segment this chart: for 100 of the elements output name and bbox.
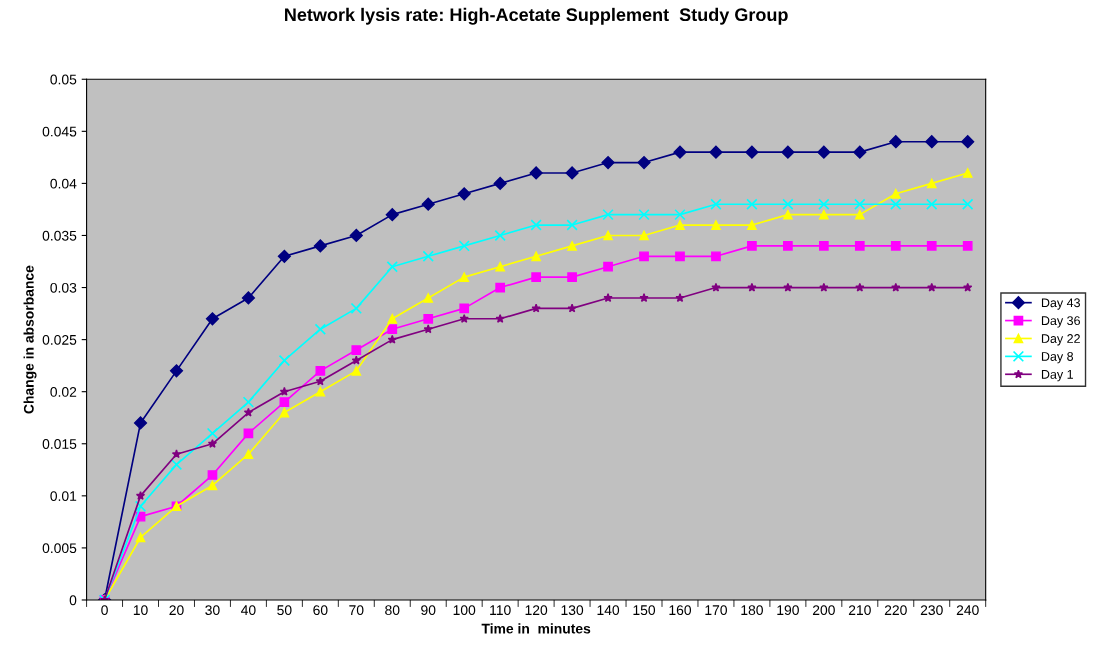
y-tick-label: 0.04: [50, 178, 77, 189]
point: [206, 427, 219, 440]
point: [819, 282, 829, 292]
x-tick-label: 180: [741, 605, 763, 616]
point: [169, 364, 184, 378]
x-tick-label: 190: [777, 605, 799, 616]
x-tick-label: 50: [277, 605, 292, 616]
point: [278, 354, 291, 367]
point: [854, 198, 866, 210]
point: [566, 219, 578, 231]
point: [854, 241, 865, 251]
point: [710, 198, 722, 210]
x-tick-label: 20: [169, 605, 184, 616]
point: [351, 345, 362, 355]
point: [639, 251, 649, 262]
x-tick-label: 110: [490, 605, 511, 616]
x-tick-label: 120: [525, 605, 548, 616]
point: [638, 208, 650, 221]
point: [890, 188, 901, 199]
point: [422, 250, 434, 262]
x-tick-label: 210: [848, 605, 871, 616]
point: [351, 365, 362, 376]
point: [927, 282, 937, 292]
y-tick-label: 0.01: [50, 491, 77, 501]
point: [783, 209, 793, 220]
point: [171, 449, 182, 459]
point: [603, 261, 613, 272]
point: [387, 313, 398, 324]
point: [855, 282, 865, 292]
x-tick-label: 140: [597, 605, 620, 616]
point: [962, 241, 973, 251]
x-tick-label: 30: [205, 605, 220, 616]
point: [674, 208, 686, 221]
chart-title: Network lysis rate: High-Acetate Supplement Study Group: [285, 7, 788, 25]
point: [385, 208, 399, 222]
point: [423, 293, 434, 303]
point: [349, 228, 363, 243]
point: [315, 386, 326, 397]
point: [567, 303, 577, 313]
point: [459, 303, 470, 314]
point: [277, 249, 291, 263]
point: [709, 145, 723, 159]
point: [854, 209, 865, 220]
y-tick-label: 0.015: [42, 439, 77, 449]
point: [639, 230, 649, 241]
point: [818, 241, 829, 251]
point: [241, 291, 256, 305]
point: [243, 428, 254, 439]
point: [530, 219, 542, 231]
x-tick-label: 170: [705, 605, 727, 616]
point: [423, 324, 433, 334]
x-tick-label: 230: [920, 605, 943, 616]
y-tick-label: 0.025: [42, 334, 77, 345]
point: [567, 272, 577, 282]
y-tick-label: 0.05: [50, 74, 77, 85]
point: [529, 166, 543, 180]
y-tick-label: 0.005: [42, 543, 77, 554]
point: [711, 220, 721, 230]
point: [495, 313, 505, 323]
x-tick-label: 40: [241, 605, 256, 616]
point: [782, 198, 794, 210]
point: [386, 261, 398, 273]
point: [783, 282, 793, 292]
point: [243, 407, 254, 417]
point: [494, 229, 506, 242]
point: [639, 293, 649, 303]
x-tick-label: 150: [633, 605, 656, 616]
x-tick-label: 130: [561, 605, 584, 616]
point: [243, 449, 254, 460]
point: [279, 407, 290, 418]
point: [926, 241, 937, 251]
point: [387, 324, 398, 335]
x-tick-label: 100: [453, 605, 476, 616]
point: [926, 198, 938, 210]
point: [207, 480, 218, 491]
point: [675, 293, 685, 303]
point: [675, 220, 685, 230]
x-tick-label: 220: [884, 605, 907, 616]
point: [747, 241, 757, 251]
point: [925, 135, 939, 149]
legend-label: Day 22: [1041, 334, 1080, 346]
point: [351, 355, 361, 365]
point: [962, 198, 974, 210]
point: [818, 198, 830, 210]
point: [314, 323, 327, 335]
point: [853, 145, 867, 159]
point: [603, 230, 613, 241]
point: [315, 376, 326, 386]
x-tick-label: 0: [101, 605, 108, 616]
point: [890, 241, 901, 251]
legend-label: Day 43: [1041, 298, 1080, 310]
point: [170, 458, 183, 471]
point: [135, 532, 146, 543]
x-tick-label: 200: [812, 605, 835, 616]
point: [781, 145, 795, 159]
point: [207, 438, 218, 448]
y-axis-title: Change in absorbance: [23, 265, 37, 414]
point: [495, 282, 506, 293]
point: [889, 135, 903, 149]
point: [493, 176, 507, 190]
